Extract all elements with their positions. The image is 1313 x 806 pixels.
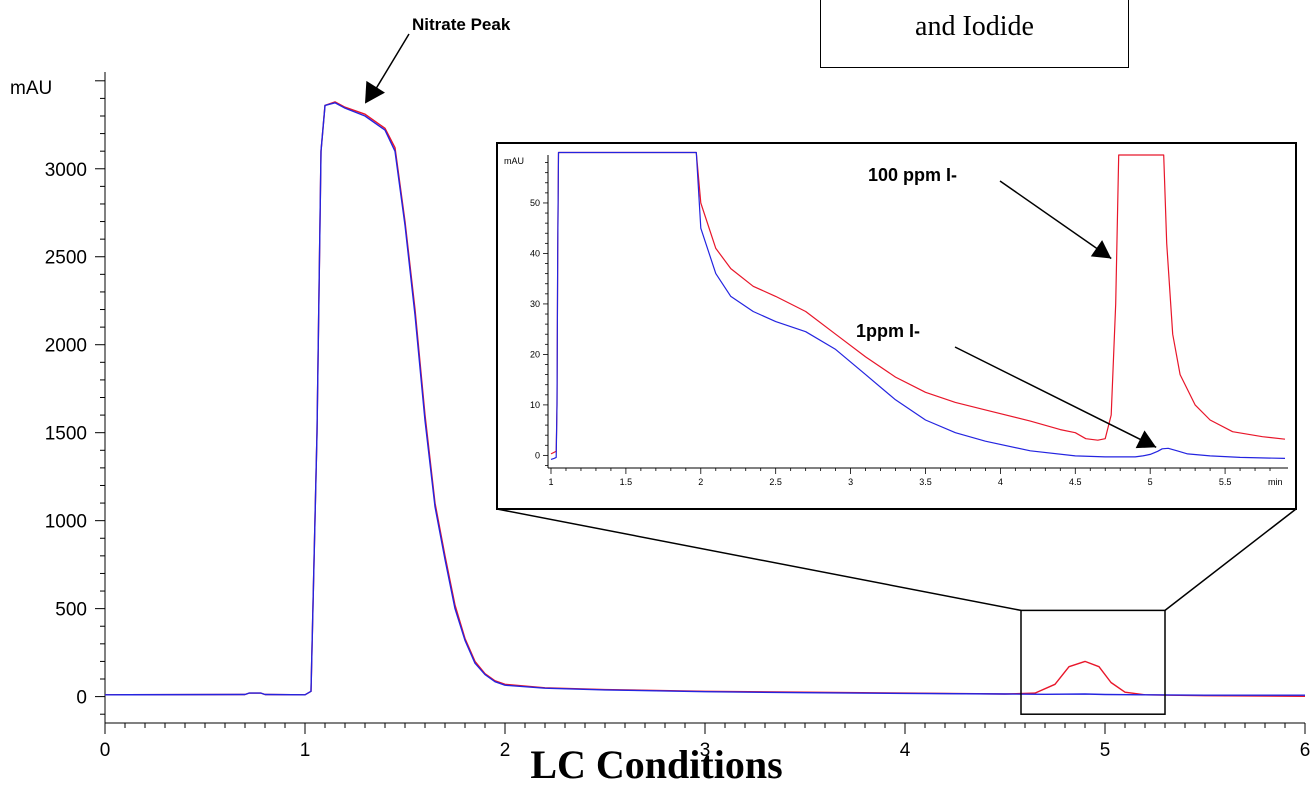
y-tick-label: 1500 [45,424,87,445]
inset-x-tick-label: 4.5 [1069,477,1082,487]
inset-annotation-arrowhead-1 [1090,240,1112,259]
inset-x-tick-label: 3.5 [919,477,932,487]
x-axis-title: LC Conditions [530,742,783,787]
inset-chart: 0 10 20 30 40 50 mAU 1 1.5 2 2.5 3 3.5 4 4.5 5 5.5 min 100… [496,142,1297,510]
nitrate-peak-arrowhead [365,80,385,104]
inset-x-tick-label: 5 [1148,477,1153,487]
inset-annotation-arrowhead-2 [1135,430,1157,449]
x-tick-label: 6 [1300,740,1311,761]
inset-annotation-label-1: 100 ppm I- [868,165,957,185]
y-tick-label: 500 [55,600,87,621]
x-tick-label: 0 [100,740,111,761]
main-series-line-2 [104,102,1305,696]
inset-y-tick-label: 30 [530,299,540,309]
inset-x-tick-label: 4 [998,477,1003,487]
x-tick-label: 4 [900,740,911,761]
inset-x-tick-label: 1 [548,477,553,487]
zoom-connector-right [1164,508,1297,611]
inset-x-tick-label: 2.5 [769,477,782,487]
y-tick-label: 3000 [45,160,87,181]
inset-y-tick-label: 40 [530,248,540,258]
y-tick-label: 2000 [45,336,87,357]
x-tick-label: 1 [300,740,311,761]
inset-frame [496,142,1297,510]
zoom-connector-left [496,508,1022,612]
nitrate-peak-arrow [372,33,410,95]
inset-x-tick-label: 3 [848,477,853,487]
inset-series-line-2 [550,151,1286,460]
nitrate-peak-label: Nitrate Peak [412,15,511,34]
inset-y-tick-label: 50 [530,198,540,208]
x-tick-label: 3 [700,740,711,761]
inset-annotation-arrow-1 [999,180,1112,260]
inset-annotation-arrow-2 [954,346,1157,448]
zoom-region-box [1020,609,1166,715]
x-tick-label: 5 [1100,740,1111,761]
inset-x-tick-label: 1.5 [620,477,633,487]
title-box-text: and Iodide [915,11,1034,42]
inset-annotation-label-2: 1ppm I- [856,321,920,341]
inset-y-tick-label: 10 [530,400,540,410]
inset-x-tick-label: 2 [698,477,703,487]
title-box: and Iodide [820,0,1129,68]
inset-y-unit-label: mAU [504,156,524,166]
y-axis-unit-label: mAU [10,78,52,99]
y-tick-label: 2500 [45,248,87,269]
x-tick-label: 2 [500,740,511,761]
inset-x-unit-label: min [1268,477,1283,487]
y-tick-label: 1000 [45,512,87,533]
y-tick-label: 0 [76,688,87,709]
inset-y-tick-label: 20 [530,349,540,359]
inset-y-tick-label: 0 [535,450,540,460]
inset-x-tick-label: 5.5 [1219,477,1232,487]
zoom-connectors [496,508,1297,612]
